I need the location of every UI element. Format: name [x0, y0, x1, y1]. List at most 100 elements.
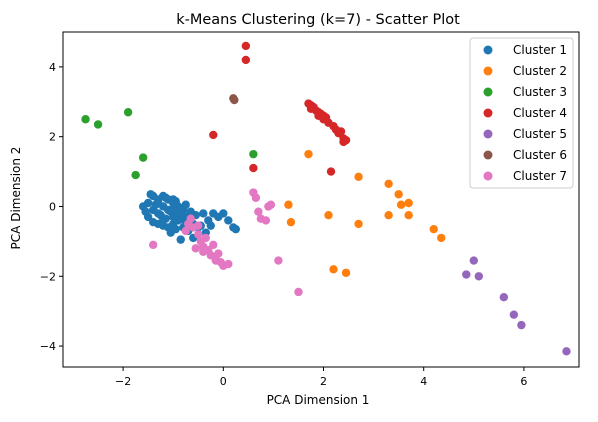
data-point — [404, 198, 413, 208]
data-point — [161, 214, 170, 223]
data-point — [199, 209, 208, 218]
data-point — [334, 129, 343, 138]
series-5 — [462, 256, 571, 356]
data-point — [354, 219, 363, 229]
y-ticks: −4 −2 0 2 4 — [40, 61, 63, 353]
series-3 — [81, 108, 258, 180]
data-point — [148, 240, 158, 250]
data-point — [214, 249, 223, 258]
data-point — [201, 233, 210, 243]
data-point — [469, 256, 478, 265]
data-point — [286, 217, 296, 227]
data-point — [394, 190, 403, 199]
data-point — [474, 272, 484, 281]
data-point — [209, 240, 218, 250]
legend-box — [469, 37, 574, 189]
legend-marker — [483, 171, 493, 181]
x-axis-label: PCA Dimension 1 — [267, 393, 370, 407]
data-point — [341, 268, 351, 277]
y-tick-label: −2 — [40, 270, 56, 283]
y-tick-label: 0 — [49, 200, 56, 213]
data-point — [181, 226, 190, 236]
data-point — [517, 320, 526, 330]
legend-label: Cluster 6 — [513, 148, 567, 162]
data-point — [176, 235, 185, 244]
data-point — [219, 209, 228, 218]
data-point — [131, 170, 140, 180]
data-point — [93, 120, 103, 129]
data-point — [404, 211, 413, 220]
data-point — [384, 211, 393, 220]
data-point — [306, 104, 316, 113]
data-point — [509, 310, 519, 319]
data-point — [249, 149, 258, 159]
legend-marker — [483, 150, 493, 160]
legend-label: Cluster 4 — [513, 106, 567, 120]
data-point — [241, 41, 251, 51]
data-point — [224, 216, 233, 225]
y-axis-label: PCA Dimension 2 — [9, 147, 23, 250]
y-tick-label: 4 — [49, 61, 56, 74]
x-tick-label: −2 — [115, 375, 131, 388]
legend-marker — [483, 129, 493, 139]
data-point — [254, 207, 263, 216]
data-point — [319, 115, 328, 124]
data-point — [231, 224, 241, 234]
plot-frame — [62, 31, 580, 368]
data-point — [249, 163, 258, 173]
data-point — [241, 55, 251, 65]
data-point — [224, 259, 233, 269]
data-point — [81, 115, 90, 124]
data-point — [158, 221, 168, 230]
legend-label: Cluster 5 — [513, 127, 567, 141]
data-point — [329, 265, 338, 274]
data-point — [462, 270, 471, 279]
data-point — [251, 193, 261, 202]
series-1 — [138, 190, 241, 244]
data-point — [324, 211, 333, 220]
data-point — [562, 347, 571, 356]
data-point — [211, 256, 220, 265]
legend-marker — [483, 87, 493, 97]
y-tick-label: −4 — [40, 340, 56, 353]
data-point — [186, 214, 195, 223]
series-7 — [148, 188, 303, 297]
data-point — [161, 193, 170, 202]
data-point — [266, 200, 276, 209]
data-point — [171, 224, 180, 234]
data-point — [179, 211, 188, 220]
data-point — [429, 224, 438, 234]
x-tick-label: 2 — [320, 375, 327, 388]
x-tick-label: 4 — [420, 375, 427, 388]
x-tick-label: 6 — [520, 375, 527, 388]
series-4 — [209, 41, 351, 176]
data-point — [191, 244, 200, 253]
points-layer — [81, 41, 571, 356]
data-point — [138, 153, 148, 162]
data-point — [171, 197, 180, 206]
legend-label: Cluster 7 — [513, 169, 567, 183]
legend-marker — [483, 108, 493, 118]
data-point — [384, 179, 393, 188]
data-point — [499, 293, 509, 302]
series-2 — [284, 149, 446, 277]
data-point — [194, 221, 203, 230]
data-point — [261, 216, 271, 225]
data-point — [339, 137, 348, 147]
data-point — [123, 108, 133, 117]
data-point — [230, 95, 239, 105]
data-point — [206, 221, 215, 230]
y-tick-label: 2 — [49, 131, 56, 144]
data-point — [181, 200, 190, 209]
data-point — [146, 190, 155, 199]
legend-marker — [483, 66, 493, 76]
chart-title: k-Means Clustering (k=7) - Scatter Plot — [176, 12, 460, 28]
data-point — [194, 230, 203, 239]
data-point — [326, 167, 336, 176]
data-point — [169, 204, 178, 213]
data-point — [304, 149, 313, 159]
x-ticks: −2 0 2 4 6 — [115, 367, 527, 388]
data-point — [209, 130, 218, 140]
